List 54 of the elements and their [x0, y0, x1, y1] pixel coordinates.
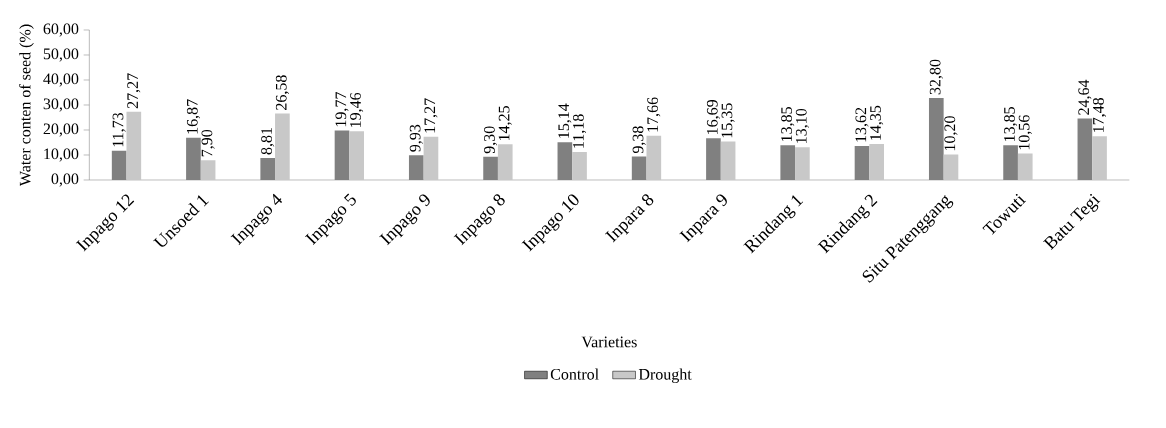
bar [869, 144, 885, 180]
data-label: 9,38 [632, 126, 646, 154]
bar [943, 154, 959, 180]
data-label: 32,80 [929, 59, 943, 95]
data-label: 9,30 [484, 126, 498, 154]
data-label: 27,27 [127, 73, 141, 109]
data-label: 13,10 [795, 108, 809, 143]
data-label: 17,48 [1092, 97, 1107, 132]
data-label: 19,46 [350, 92, 364, 128]
data-label: 10,20 [944, 116, 958, 151]
data-label: 15,35 [721, 103, 735, 138]
data-label: 14,35 [870, 105, 884, 140]
data-label: 26,58 [275, 75, 289, 110]
data-label: 13,62 [855, 107, 869, 142]
y-tick-label: 0,00 [51, 173, 79, 187]
y-tick-label: 60,00 [43, 23, 79, 37]
y-tick-label: 50,00 [43, 48, 79, 62]
data-label: 7,90 [201, 129, 215, 157]
data-label: 13,85 [781, 107, 795, 142]
bar [720, 141, 736, 180]
data-label: 24,64 [1078, 79, 1092, 115]
bar [126, 111, 142, 180]
data-label: 9,93 [409, 124, 423, 152]
data-label: 17,27 [424, 98, 438, 133]
bar [423, 136, 439, 180]
bar [572, 152, 587, 180]
data-label: 17,66 [647, 97, 661, 132]
bar [646, 135, 662, 180]
data-label: 8,81 [261, 127, 275, 155]
bar [795, 147, 810, 180]
bar [497, 144, 513, 180]
bar [200, 160, 216, 180]
data-label: 11,73 [112, 112, 126, 147]
y-tick-label: 30,00 [43, 98, 79, 112]
data-label: 15,14 [558, 103, 572, 138]
bar [1092, 136, 1107, 180]
y-tick-label: 20,00 [43, 123, 79, 137]
data-label: 11,18 [572, 114, 587, 148]
legend-label: Drought [638, 368, 692, 383]
bar [349, 131, 365, 180]
data-label: 10,56 [1018, 115, 1032, 150]
y-tick-label: 10,00 [44, 148, 79, 162]
x-tick-label: Batu Tegi [1043, 193, 1101, 251]
data-label: 16,87 [186, 99, 200, 134]
y-tick-label: 40,00 [43, 73, 79, 87]
data-label: 14,25 [498, 106, 512, 141]
bar [1017, 153, 1033, 180]
x-axis-title: Varieties [581, 336, 637, 348]
y-axis-title: Water conten of seed (%) [19, 24, 34, 187]
data-label: 19,77 [335, 92, 349, 127]
bar [275, 113, 290, 180]
data-label: 13,85 [1004, 107, 1018, 142]
data-label: 16,69 [706, 100, 720, 134]
legend-label: Control [550, 368, 599, 380]
